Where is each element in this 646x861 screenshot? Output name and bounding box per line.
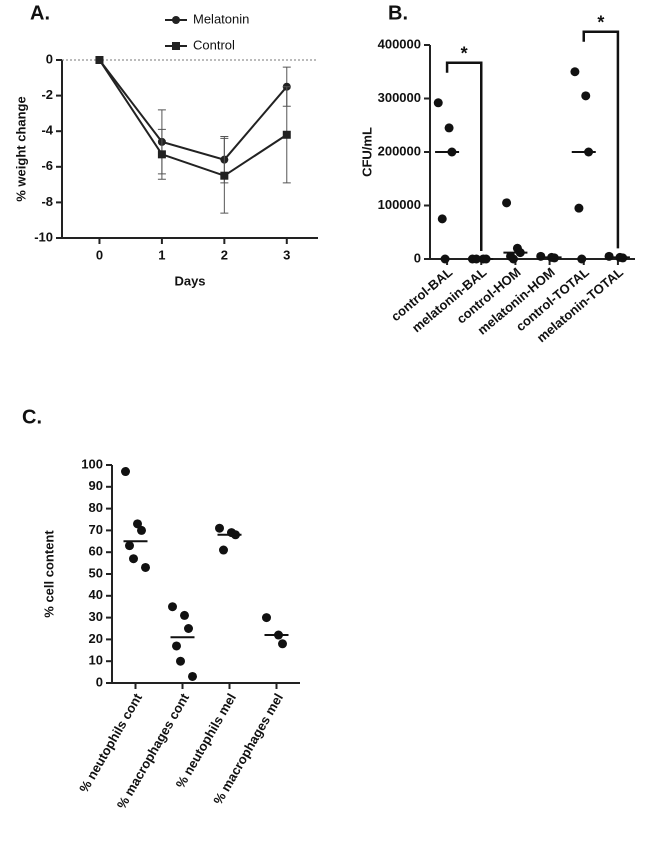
data-point xyxy=(125,541,134,551)
y-tick-label: 100 xyxy=(81,456,103,471)
data-point xyxy=(133,519,142,529)
data-point xyxy=(502,198,512,208)
data-point xyxy=(278,639,287,649)
data-point xyxy=(188,671,197,681)
significance-label: * xyxy=(461,44,468,64)
y-tick-label: 400000 xyxy=(378,36,421,51)
y-tick-label: 10 xyxy=(89,653,103,668)
y-tick-label: 30 xyxy=(89,609,103,624)
data-point xyxy=(604,251,614,261)
data-point xyxy=(577,254,587,264)
data-point xyxy=(176,656,185,666)
marker xyxy=(220,171,229,180)
legend-label: Control xyxy=(193,37,235,52)
y-tick-label: -6 xyxy=(41,158,53,173)
y-tick-label: -10 xyxy=(34,229,53,244)
marker xyxy=(157,150,166,159)
x-tick-label: 3 xyxy=(283,247,290,262)
y-tick-label: 0 xyxy=(414,250,421,265)
y-tick-label: 200000 xyxy=(378,143,421,158)
y-tick-label: 40 xyxy=(89,587,103,602)
data-point xyxy=(215,523,224,533)
y-tick-label: 100000 xyxy=(378,197,421,212)
series-line xyxy=(98,59,288,177)
data-point xyxy=(168,602,177,612)
data-point xyxy=(433,98,443,108)
data-point xyxy=(184,624,193,633)
data-point xyxy=(444,123,454,133)
y-tick-label: 20 xyxy=(89,631,103,646)
significance-label: * xyxy=(597,13,604,33)
y-tick-label: -4 xyxy=(41,123,53,138)
y-tick-label: 0 xyxy=(46,51,53,66)
marker xyxy=(282,130,291,139)
data-point xyxy=(570,67,580,77)
y-axis-title: % cell content xyxy=(41,530,56,618)
marker xyxy=(95,56,104,64)
series-line xyxy=(98,59,288,161)
data-point xyxy=(137,525,146,535)
data-point xyxy=(180,610,189,620)
y-tick-label: 80 xyxy=(89,500,103,515)
x-tick-label: 2 xyxy=(221,247,228,262)
panel-label: C. xyxy=(22,406,42,428)
y-tick-label: 300000 xyxy=(378,90,421,105)
data-point xyxy=(172,641,181,651)
y-axis-title: CFU/mL xyxy=(359,127,374,177)
panel-label: B. xyxy=(388,2,408,24)
y-tick-label: 70 xyxy=(89,522,103,537)
data-point xyxy=(581,91,591,101)
data-point xyxy=(141,562,150,572)
data-point xyxy=(219,545,228,555)
x-tick-label: 1 xyxy=(158,247,165,262)
data-point xyxy=(440,254,450,264)
y-tick-label: 90 xyxy=(89,478,103,493)
data-point xyxy=(437,214,447,224)
y-tick-label: 60 xyxy=(89,544,103,559)
data-point xyxy=(574,203,584,213)
data-point xyxy=(121,467,130,477)
y-axis-title: % weight change xyxy=(13,96,28,201)
y-tick-label: 50 xyxy=(89,565,103,580)
legend-marker xyxy=(172,16,180,24)
y-tick-label: -8 xyxy=(41,194,53,209)
legend-label: Melatonin xyxy=(193,11,249,26)
x-axis-title: Days xyxy=(174,273,205,288)
panel-label: A. xyxy=(30,2,50,24)
significance-bracket xyxy=(582,30,620,249)
y-tick-label: -2 xyxy=(41,87,53,102)
data-point xyxy=(536,251,546,261)
data-point xyxy=(508,254,518,264)
significance-bracket xyxy=(445,61,483,251)
y-tick-label: 0 xyxy=(96,674,103,689)
legend-marker xyxy=(172,42,180,50)
data-point xyxy=(129,554,138,564)
data-point xyxy=(262,613,271,623)
x-tick-label: 0 xyxy=(96,247,103,262)
